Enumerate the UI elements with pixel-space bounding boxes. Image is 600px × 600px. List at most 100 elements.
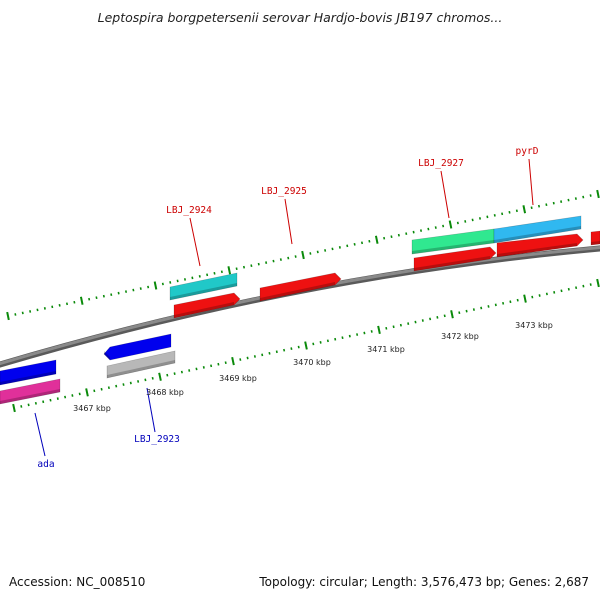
forward-tick-major — [79, 296, 84, 305]
reverse-tick-minor — [553, 291, 556, 294]
forward-tick-major — [153, 281, 158, 290]
lbj-2924-label[interactable]: LBJ_2924 — [166, 205, 212, 216]
pyrd-cds-shade — [497, 243, 577, 257]
reverse-tick-minor — [341, 336, 344, 340]
reverse-tick-minor — [268, 351, 271, 355]
reverse-tick-minor — [122, 383, 125, 386]
lbj2924-cds-arrow[interactable] — [173, 292, 241, 319]
reverse-tick-minor — [71, 394, 74, 397]
reverse-tick-minor — [144, 378, 147, 382]
reverse-tick-minor — [34, 401, 37, 405]
reverse-tick-minor — [297, 345, 300, 349]
chromosome-backbone — [0, 245, 600, 368]
pyrd-gene-feature[interactable] — [493, 215, 582, 244]
reverse-tick-minor — [129, 381, 132, 385]
lbj2925-cds-feature[interactable] — [259, 272, 342, 302]
lbj-2923-leader-line — [146, 387, 156, 433]
lbj2923-gene-feature[interactable] — [106, 350, 176, 379]
reverse-tick-minor — [188, 369, 191, 372]
reverse-tick-minor — [465, 309, 468, 313]
reverse-tick-major — [231, 357, 235, 366]
reverse-tick-minor — [253, 355, 256, 358]
reverse-tick-minor — [421, 319, 424, 322]
reverse-tick-minor — [356, 333, 359, 336]
gene-callouts: ada LBJ_2923 LBJ_2924 LBJ_2925 LBJ_2927 pyrD — [34, 146, 539, 470]
backbone-arc-shadow — [0, 245, 600, 368]
ada-gene-arrow[interactable] — [0, 378, 61, 405]
pyrd-label[interactable]: pyrD — [516, 146, 539, 157]
reverse-tick-minor — [385, 326, 388, 330]
pyrd-leader-line — [528, 158, 534, 206]
lbj-2925-leader-line — [284, 198, 293, 245]
reverse-tick-minor — [531, 295, 534, 299]
lbj2927-cds-shade — [414, 256, 490, 271]
backbone-arc — [0, 245, 600, 366]
reverse-tick-major — [304, 341, 308, 350]
reverse-tick-minor — [210, 364, 213, 368]
reverse-tick-minor — [275, 350, 278, 354]
ada-cds-shade — [0, 371, 56, 385]
ada-cds-feature[interactable] — [0, 359, 57, 386]
forward-tick-major — [374, 235, 379, 244]
reverse-tick-minor — [246, 356, 249, 360]
reverse-tick-track — [12, 278, 600, 413]
next-cds-feature[interactable] — [590, 230, 600, 246]
ada-leader-line — [34, 412, 46, 457]
lbj2925-cds-shade — [260, 282, 335, 301]
lbj2927-cds-arrow[interactable] — [413, 246, 497, 272]
lbj2924-cds-shade — [174, 302, 234, 318]
reverse-tick-minor — [27, 403, 30, 407]
scale-label: 3470 kbp — [293, 358, 331, 367]
reverse-tick-minor — [239, 358, 242, 361]
lbj2923-cds-shade — [104, 351, 110, 360]
pyrd-cds-arrow[interactable] — [496, 233, 584, 258]
lbj2924-gene-arrow[interactable] — [169, 272, 238, 301]
reverse-tick-minor — [545, 292, 548, 296]
lbj2924-gene-feature[interactable] — [169, 272, 238, 301]
reverse-tick-minor — [217, 362, 220, 366]
lbj2923-cds-arrow[interactable] — [103, 333, 172, 361]
pyrd-cds-feature[interactable] — [496, 233, 584, 258]
lbj2924-gene-shade — [170, 283, 237, 300]
pyrd-gene-arrow[interactable] — [493, 215, 582, 244]
lbj2923-gene-arrow[interactable] — [106, 350, 176, 379]
reverse-tick-minor — [224, 361, 227, 365]
lbj-2923-label[interactable]: LBJ_2923 — [134, 434, 180, 445]
reverse-tick-minor — [319, 341, 322, 344]
ada-cds-arrow[interactable] — [0, 359, 57, 386]
reverse-tick-major — [158, 372, 162, 381]
lbj2923-cds-feature[interactable] — [103, 333, 172, 361]
reverse-tick-minor — [458, 311, 461, 315]
lbj2925-cds-arrow[interactable] — [259, 272, 342, 302]
reverse-tick-minor — [538, 294, 541, 297]
forward-tick-major — [596, 189, 600, 199]
reverse-tick-minor — [49, 398, 52, 402]
lbj2924-cds-feature[interactable] — [173, 292, 241, 319]
lbj-2927-label[interactable]: LBJ_2927 — [418, 158, 464, 169]
reverse-tick-minor — [93, 389, 96, 393]
reverse-tick-minor — [370, 330, 373, 333]
reverse-tick-minor — [509, 300, 512, 304]
ada-label[interactable]: ada — [37, 459, 54, 470]
reverse-tick-minor — [472, 308, 475, 311]
forward-tick-major — [227, 266, 232, 275]
lbj2927-cds-feature[interactable] — [413, 246, 497, 272]
reverse-tick-minor — [589, 283, 592, 286]
forward-tick-major — [522, 205, 527, 214]
reverse-tick-minor — [363, 331, 366, 335]
lbj-2925-label[interactable]: LBJ_2925 — [261, 186, 307, 197]
reverse-tick-minor — [78, 392, 81, 396]
forward-tick-track — [6, 189, 600, 321]
reverse-tick-minor — [151, 376, 154, 380]
ada-gene-feature[interactable] — [0, 378, 61, 405]
scale-label: 3472 kbp — [441, 332, 479, 341]
reverse-tick-minor — [575, 286, 578, 290]
scale-label: 3473 kbp — [515, 321, 553, 330]
next-cds-shade — [591, 241, 600, 245]
next-cds-arrow[interactable] — [590, 230, 600, 246]
reverse-tick-minor — [312, 342, 315, 346]
reverse-tick-minor — [115, 384, 118, 388]
reverse-tick-minor — [567, 287, 570, 291]
scale-label: 3468 kbp — [146, 388, 184, 397]
